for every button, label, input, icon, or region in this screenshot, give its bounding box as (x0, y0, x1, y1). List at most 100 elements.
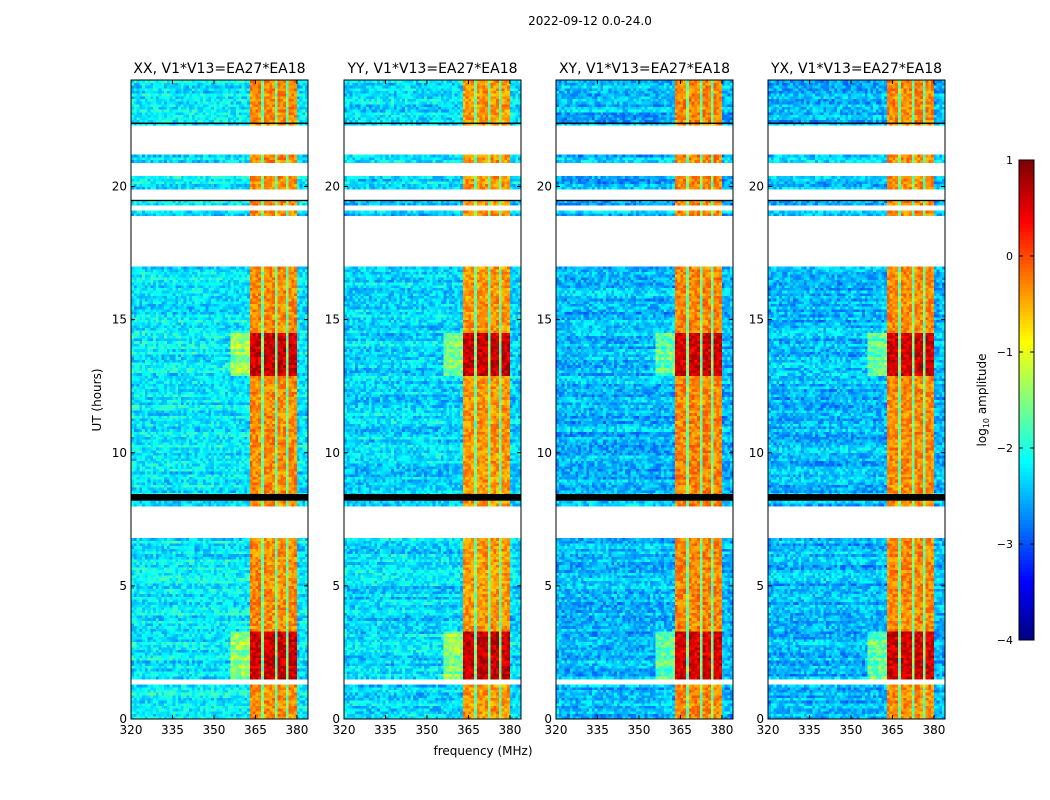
heatmap-cell (228, 551, 231, 554)
heatmap-cell (275, 666, 278, 669)
heatmap-cell (302, 660, 305, 663)
heatmap-cell (208, 554, 211, 557)
heatmap-cell (167, 620, 170, 623)
heatmap-cell (181, 628, 184, 631)
heatmap-cell (192, 597, 195, 600)
heatmap-cell (283, 501, 286, 504)
heatmap-cell (142, 623, 145, 626)
heatmap-cell (203, 487, 206, 490)
heatmap-cell (186, 626, 189, 629)
heatmap-cell (286, 692, 289, 695)
heatmap-cell (267, 615, 270, 618)
heatmap-cell (220, 583, 223, 586)
heatmap-cell (228, 477, 231, 480)
heatmap-cell (233, 546, 236, 549)
heatmap-cell (261, 490, 264, 493)
heatmap-cell (134, 501, 137, 504)
heatmap-cell (278, 607, 281, 610)
heatmap-cell (222, 602, 225, 605)
heatmap-cell (272, 559, 275, 562)
heatmap-cell (181, 708, 184, 711)
heatmap-cell (161, 711, 164, 714)
heatmap-cell (134, 676, 137, 679)
heatmap-cell (139, 623, 142, 626)
heatmap-cell (186, 583, 189, 586)
heatmap-cell (280, 581, 283, 584)
heatmap-cell (247, 711, 250, 714)
heatmap-cell (261, 474, 264, 477)
heatmap-cell (239, 583, 242, 586)
heatmap-cell (181, 692, 184, 695)
heatmap-cell (195, 628, 198, 631)
heatmap-cell (278, 605, 281, 608)
heatmap-cell (178, 666, 181, 669)
heatmap-cell (289, 618, 292, 621)
heatmap-cell (214, 623, 217, 626)
heatmap-cell (170, 546, 173, 549)
heatmap-cell (278, 551, 281, 554)
heatmap-cell (253, 628, 256, 631)
heatmap-cell (164, 613, 167, 616)
heatmap-cell (278, 684, 281, 687)
heatmap-cell (233, 634, 236, 637)
heatmap-cell (228, 692, 231, 695)
heatmap-cell (192, 674, 195, 677)
heatmap-cell (283, 607, 286, 610)
heatmap-cell (242, 660, 245, 663)
heatmap-cell (156, 674, 159, 677)
heatmap-cell (278, 583, 281, 586)
heatmap-cell (208, 711, 211, 714)
heatmap-cell (297, 706, 300, 709)
heatmap-cell (164, 487, 167, 490)
heatmap-cell (302, 684, 305, 687)
heatmap-cell (145, 711, 148, 714)
heatmap-cell (289, 541, 292, 544)
heatmap-cell (211, 477, 214, 480)
heatmap-cell (200, 658, 203, 661)
heatmap-cell (139, 551, 142, 554)
heatmap-cell (214, 658, 217, 661)
heatmap-cell (247, 594, 250, 597)
heatmap-cell (269, 599, 272, 602)
heatmap-cell (289, 708, 292, 711)
heatmap-cell (291, 714, 294, 717)
heatmap-cell (214, 605, 217, 608)
heatmap-cell (297, 597, 300, 600)
heatmap-cell (156, 549, 159, 552)
heatmap-cell (167, 700, 170, 703)
heatmap-cell (222, 620, 225, 623)
heatmap-cell (222, 644, 225, 647)
heatmap-cell (236, 620, 239, 623)
heatmap-cell (184, 501, 187, 504)
heatmap-cell (150, 626, 153, 629)
heatmap-cell (164, 639, 167, 642)
heatmap-cell (222, 674, 225, 677)
heatmap-cell (150, 575, 153, 578)
heatmap-cell (272, 623, 275, 626)
heatmap-cell (134, 695, 137, 698)
heatmap-cell (211, 583, 214, 586)
heatmap-cell (258, 557, 261, 560)
heatmap-cell (139, 666, 142, 669)
heatmap-cell (172, 676, 175, 679)
heatmap-cell (167, 623, 170, 626)
heatmap-cell (253, 644, 256, 647)
heatmap-cell (280, 474, 283, 477)
heatmap-cell (153, 644, 156, 647)
heatmap-cell (283, 551, 286, 554)
heatmap-cell (167, 650, 170, 653)
heatmap-cell (217, 487, 220, 490)
heatmap-cell (228, 714, 231, 717)
heatmap-cell (159, 639, 162, 642)
heatmap-cell (291, 549, 294, 552)
heatmap-cell (297, 474, 300, 477)
heatmap-cell (208, 562, 211, 565)
heatmap-cell (294, 631, 297, 634)
heatmap-cell (167, 706, 170, 709)
heatmap-cell (258, 487, 261, 490)
heatmap-cell (242, 655, 245, 658)
heatmap-cell (300, 655, 303, 658)
heatmap-cell (220, 650, 223, 653)
heatmap-cell (184, 676, 187, 679)
heatmap-cell (170, 559, 173, 562)
